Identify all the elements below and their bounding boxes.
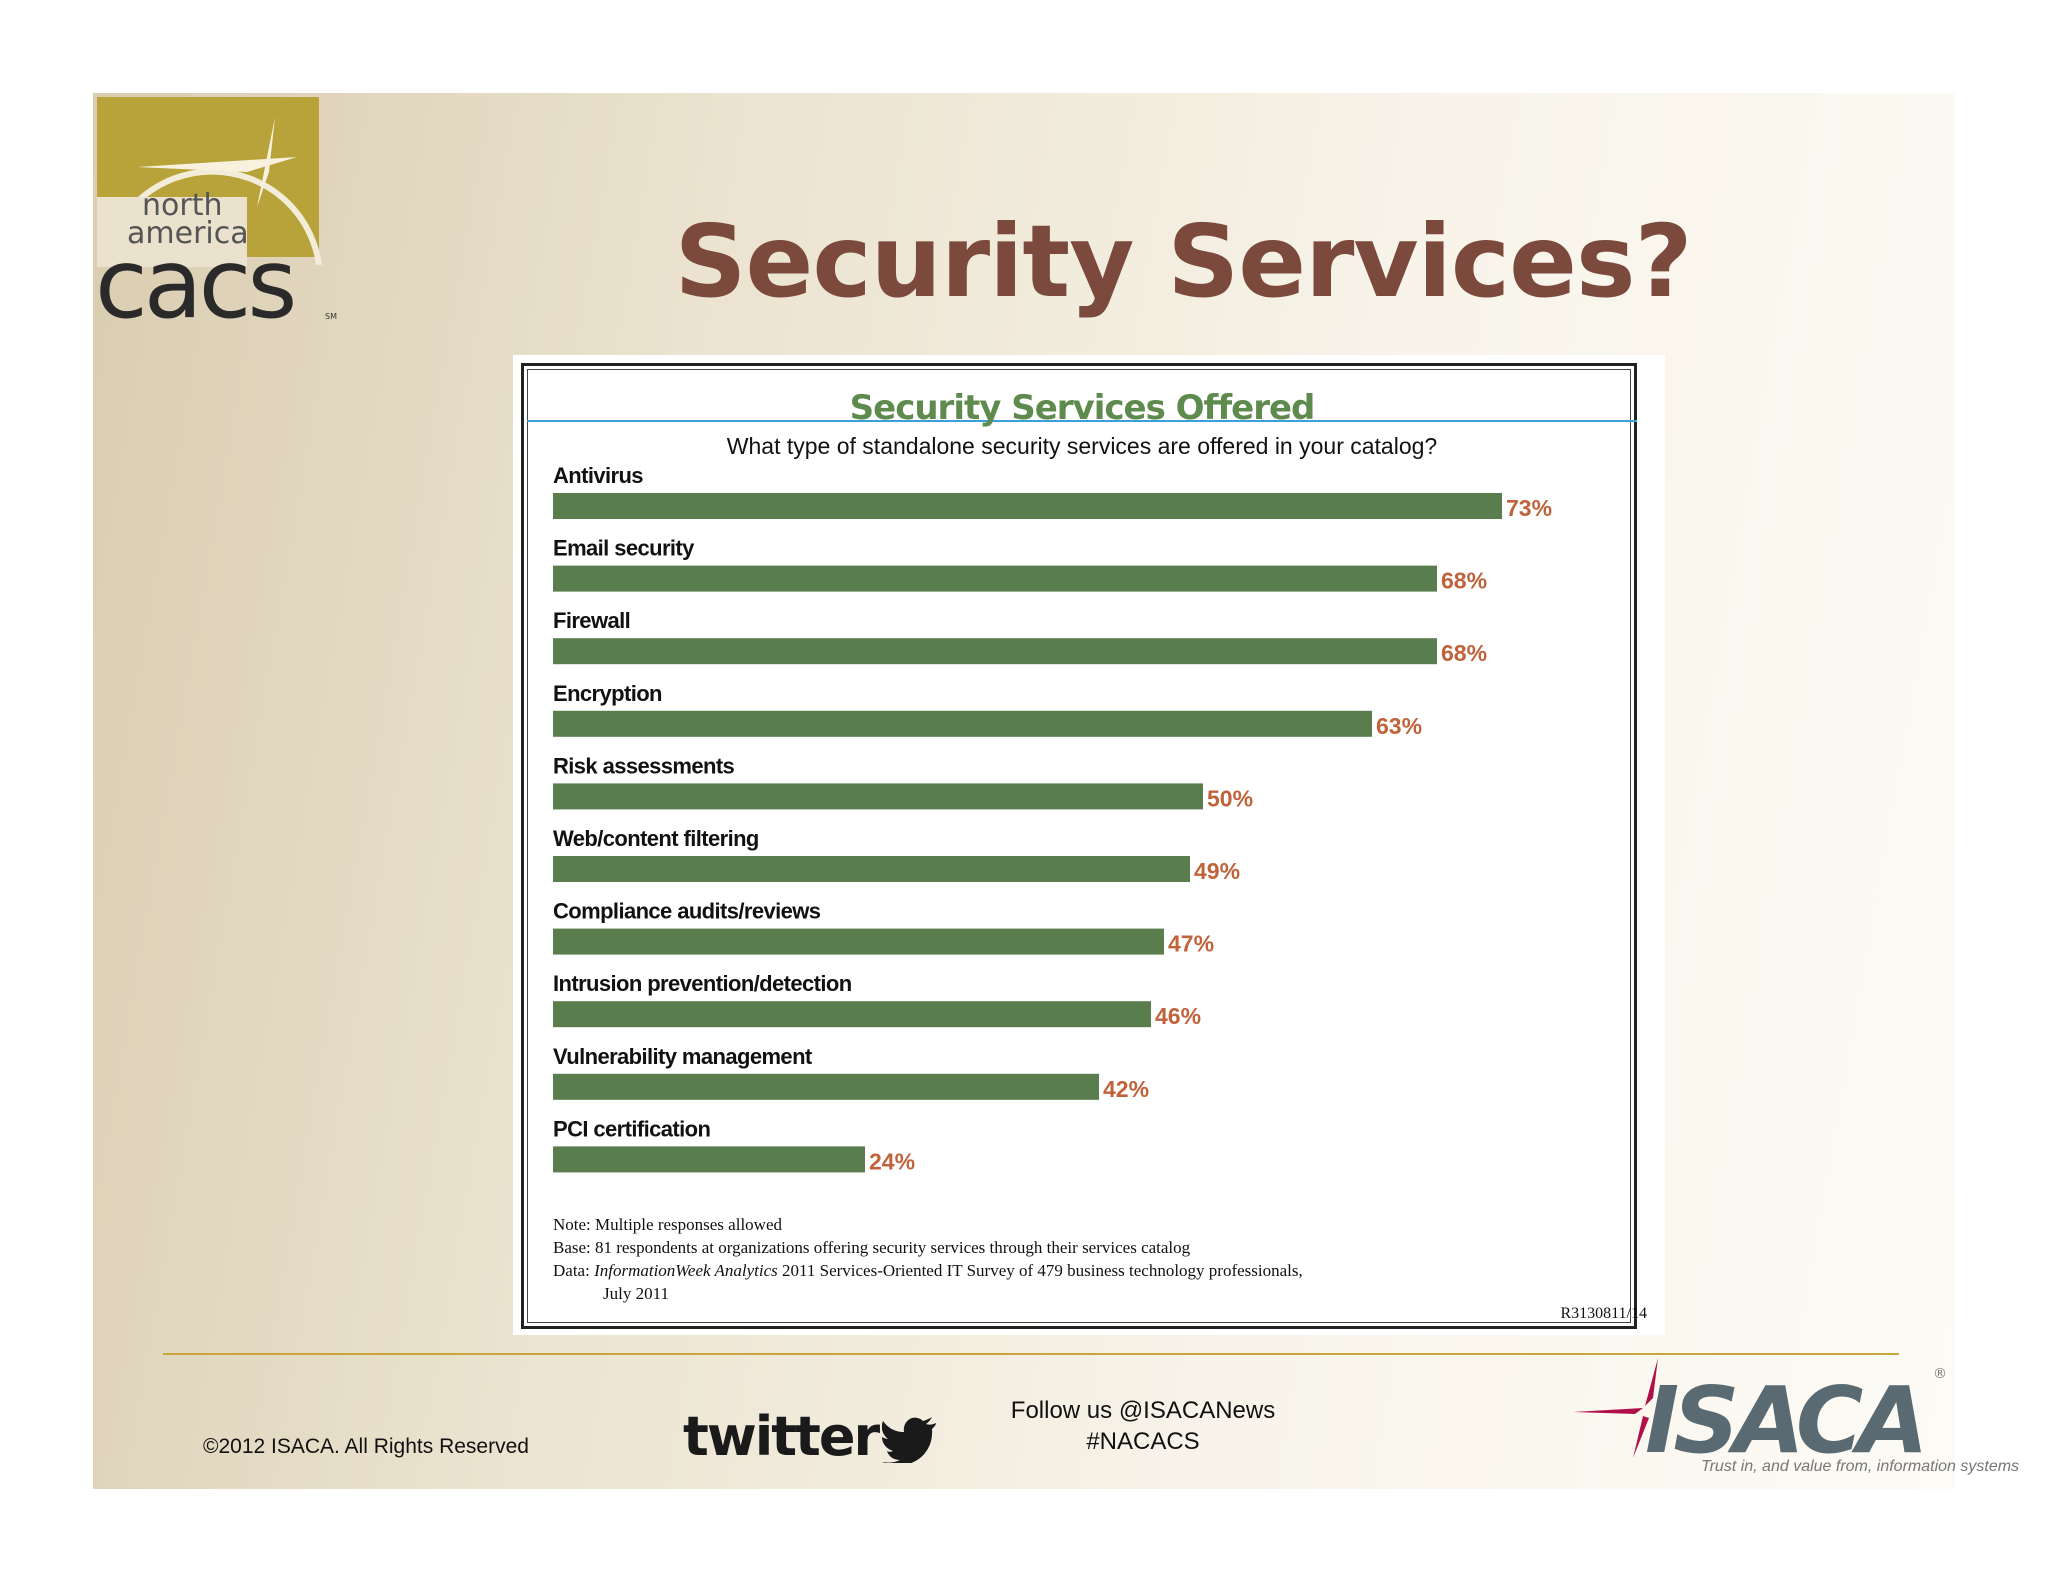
svg-text:SM: SM <box>325 312 337 321</box>
data-line: Data: InformationWeek Analytics 2011 Ser… <box>553 1261 1303 1280</box>
value-label: 42% <box>1103 1076 1149 1102</box>
bar <box>553 565 1437 592</box>
bar <box>553 928 1164 955</box>
category-label: Email security <box>553 536 695 561</box>
category-label: Antivirus <box>553 463 643 488</box>
category-label: Firewall <box>553 608 630 633</box>
chart-notes: Note: Multiple responses allowed Base: 8… <box>553 1213 1553 1305</box>
twitter-wordmark: twitter <box>683 1405 880 1468</box>
follow-handle[interactable]: Follow us @ISACANews <box>1010 1397 1276 1424</box>
copyright-text: ©2012 ISACA. All Rights Reserved <box>203 1435 529 1458</box>
category-label: Encryption <box>553 681 662 706</box>
category-label: PCI certification <box>553 1116 710 1141</box>
svg-text:cacs: cacs <box>97 228 293 337</box>
bar <box>553 1073 1099 1100</box>
category-label: Intrusion prevention/detection <box>553 971 852 996</box>
footer-divider <box>163 1353 1899 1355</box>
bar-chart: Security Services Offered What type of s… <box>527 388 1637 1174</box>
bar <box>553 856 1190 882</box>
bar <box>553 783 1203 810</box>
svg-text:north: north <box>142 188 222 223</box>
bar <box>553 1001 1151 1028</box>
value-label: 46% <box>1155 1003 1201 1029</box>
category-label: Web/content filtering <box>553 826 759 851</box>
chart-frame <box>521 363 1637 1329</box>
chart-title: Security Services Offered <box>850 388 1315 428</box>
value-label: 68% <box>1441 568 1487 594</box>
bar <box>553 493 1502 519</box>
report-id: R3130811/14 <box>1560 1305 1647 1322</box>
bar <box>553 638 1437 665</box>
twitter-logo[interactable]: twitter <box>683 1405 938 1468</box>
follow-us-text: Follow us @ISACANews #NACACS <box>993 1395 1293 1457</box>
bar <box>553 1146 865 1173</box>
follow-hashtag[interactable]: #NACACS <box>1086 1428 1200 1455</box>
value-label: 47% <box>1168 931 1214 957</box>
value-label: 63% <box>1376 713 1422 739</box>
value-label: 50% <box>1207 785 1253 811</box>
svg-text:ISACA: ISACA <box>1645 1367 1923 1458</box>
value-label: 24% <box>869 1148 915 1174</box>
north-america-cacs-logo: north america cacs SM <box>95 97 347 340</box>
svg-text:america: america <box>127 216 249 251</box>
category-label: Compliance audits/reviews <box>553 899 821 924</box>
svg-text:®: ® <box>1933 1366 1947 1382</box>
chart-subtitle: What type of standalone security service… <box>727 433 1437 459</box>
data-line-2: July 2011 <box>603 1284 669 1303</box>
value-label: 73% <box>1506 495 1552 521</box>
value-label: 68% <box>1441 640 1487 666</box>
twitter-bird-icon <box>882 1417 937 1464</box>
isaca-logo: ISACA ® Trust in, and value from, inform… <box>1573 1358 2019 1488</box>
slide: north america cacs SM Security Services?… <box>93 93 2019 1489</box>
isaca-tagline: Trust in, and value from, information sy… <box>1701 1458 2020 1475</box>
note-line: Note: Multiple responses allowed <box>553 1215 782 1234</box>
base-line: Base: 81 respondents at organizations of… <box>553 1238 1191 1257</box>
category-label: Risk assessments <box>553 753 735 778</box>
chart-panel: Security Services Offered What type of s… <box>513 355 1665 1335</box>
bar <box>553 710 1372 737</box>
bars-group: Antivirus 73% Email security 68% Firewall 68%… <box>553 463 1552 1174</box>
slide-title: Security Services? <box>674 203 1693 320</box>
value-label: 49% <box>1194 858 1240 884</box>
category-label: Vulnerability management <box>553 1044 813 1069</box>
